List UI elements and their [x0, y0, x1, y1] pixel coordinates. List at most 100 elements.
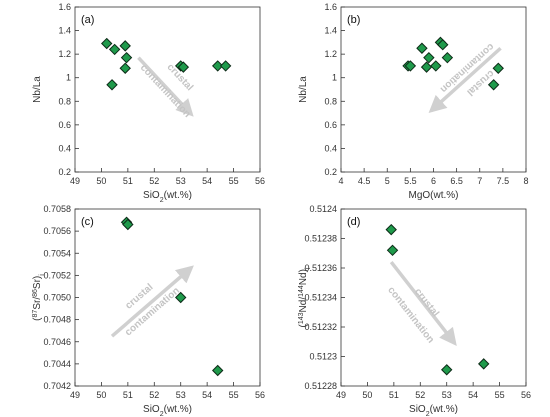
data-point — [108, 43, 121, 56]
data-point — [119, 40, 131, 52]
data-point — [175, 291, 187, 304]
y-tick-label: 0.6 — [324, 120, 337, 130]
data-point — [423, 51, 435, 64]
panel-label: (c) — [81, 216, 94, 228]
plot-frame — [340, 208, 527, 387]
x-tick-label: 7 — [477, 176, 482, 186]
x-axis-label: SiO2(wt.%) — [409, 404, 458, 417]
x-tick-label: 54 — [202, 176, 212, 186]
y-tick-label: 0.8 — [324, 96, 337, 106]
x-tick-label: 50 — [96, 390, 106, 400]
x-tick-label: 50 — [96, 176, 106, 186]
y-tick-label: 0.4 — [58, 143, 71, 153]
y-tick-label: 0.8 — [58, 96, 71, 106]
annotation-text: crustalcontamination — [138, 49, 207, 120]
y-tick-label: 0.2 — [58, 167, 71, 177]
x-tick-label: 6.5 — [450, 176, 463, 186]
data-point — [441, 51, 454, 64]
data-point — [441, 364, 453, 376]
data-point — [430, 60, 442, 72]
y-tick-label: 1 — [332, 73, 337, 83]
panel-label: (a) — [81, 14, 94, 26]
data-point — [404, 60, 417, 72]
y-tick-label: 0.7048 — [43, 315, 71, 325]
x-axis-label: SiO2(wt.%) — [143, 404, 192, 417]
trend-arrow — [137, 56, 194, 117]
x-tick-label: 51 — [389, 390, 399, 400]
x-tick-label: 51 — [123, 176, 133, 186]
x-tick-label: 50 — [362, 390, 372, 400]
data-point — [106, 79, 118, 91]
y-tick-label: 1 — [66, 73, 71, 83]
data-point — [219, 60, 232, 72]
trend-arrow — [389, 261, 457, 346]
y-axis-label: Nb/La — [32, 76, 43, 103]
x-tick-label: 54 — [202, 390, 212, 400]
data-point — [420, 61, 433, 73]
trend-arrow — [110, 265, 194, 338]
y-tick-label: 1.6 — [324, 2, 337, 12]
x-tick-label: 56 — [255, 176, 265, 186]
x-tick-label: 53 — [176, 176, 186, 186]
y-tick-label: 0.51228 — [304, 381, 337, 391]
x-tick-label: 49 — [336, 390, 346, 400]
y-tick-label: 0.51234 — [304, 293, 337, 303]
y-tick-label: 0.7058 — [43, 204, 71, 214]
y-axis-label: Nb/La — [298, 76, 309, 103]
data-point — [101, 37, 113, 50]
x-tick-label: 49 — [70, 390, 80, 400]
plot-frame — [74, 6, 261, 173]
y-axis-label: (143Nd/144Nd)i — [298, 267, 312, 327]
data-point — [212, 364, 224, 377]
y-tick-label: 0.7042 — [43, 381, 71, 391]
data-point — [386, 244, 399, 257]
data-point — [119, 62, 131, 74]
x-tick-label: 52 — [415, 390, 425, 400]
x-tick-label: 8 — [523, 176, 528, 186]
trend-arrow — [428, 46, 502, 114]
x-tick-label: 6 — [431, 176, 436, 186]
y-tick-label: 0.5124 — [309, 204, 337, 214]
x-tick-label: 5.5 — [404, 176, 417, 186]
y-tick-label: 1.2 — [58, 49, 71, 59]
data-point — [478, 358, 490, 370]
y-tick-label: 0.5123 — [309, 352, 337, 362]
annotation-text: crustalcontamination — [385, 273, 452, 346]
x-axis-label: SiO2(wt.%) — [143, 190, 192, 204]
data-point — [177, 61, 190, 73]
data-point — [416, 42, 428, 54]
panel-label: (b) — [347, 14, 360, 26]
chart-panel-3: 49 50 51 52 53 54 55 56 0.7042 0.7044 0.7046 0.7048… — [32, 204, 266, 417]
x-tick-label: 52 — [149, 390, 159, 400]
x-tick-label: 4 — [338, 176, 343, 186]
y-tick-label: 0.51236 — [304, 263, 337, 273]
x-tick-label: 49 — [70, 176, 80, 186]
x-tick-label: 55 — [229, 390, 239, 400]
x-tick-label: 7.5 — [497, 176, 510, 186]
y-tick-label: 1.6 — [58, 2, 71, 12]
x-tick-label: 52 — [149, 176, 159, 186]
x-tick-label: 53 — [176, 390, 186, 400]
x-tick-label: 53 — [442, 390, 452, 400]
y-tick-label: 0.7046 — [43, 337, 71, 347]
data-point — [120, 51, 133, 64]
y-tick-label: 1.4 — [324, 26, 337, 36]
x-tick-label: 5 — [385, 176, 390, 186]
panel-label: (d) — [347, 216, 360, 228]
data-point — [122, 218, 134, 231]
y-tick-label: 0.2 — [324, 167, 337, 177]
y-tick-label: 1.4 — [58, 26, 71, 36]
data-point — [385, 223, 397, 236]
chart-panel-1: 49 50 51 52 53 54 55 56 0.2 0.4 0.6 0.8 1 1.2 1.4 1.6 (a… — [32, 2, 265, 204]
data-point — [212, 60, 224, 72]
x-tick-label: 55 — [229, 176, 239, 186]
y-tick-label: 1.2 — [324, 49, 337, 59]
data-point — [487, 79, 500, 91]
y-tick-label: 0.51232 — [304, 322, 337, 332]
x-tick-label: 56 — [521, 390, 531, 400]
x-tick-label: 54 — [468, 390, 478, 400]
y-tick-label: 0.7056 — [43, 226, 71, 236]
data-point — [492, 62, 504, 74]
chart-panel-4: 49 50 51 52 53 54 55 56 0.51228 0.5123 0.51232 0.51… — [298, 204, 532, 417]
